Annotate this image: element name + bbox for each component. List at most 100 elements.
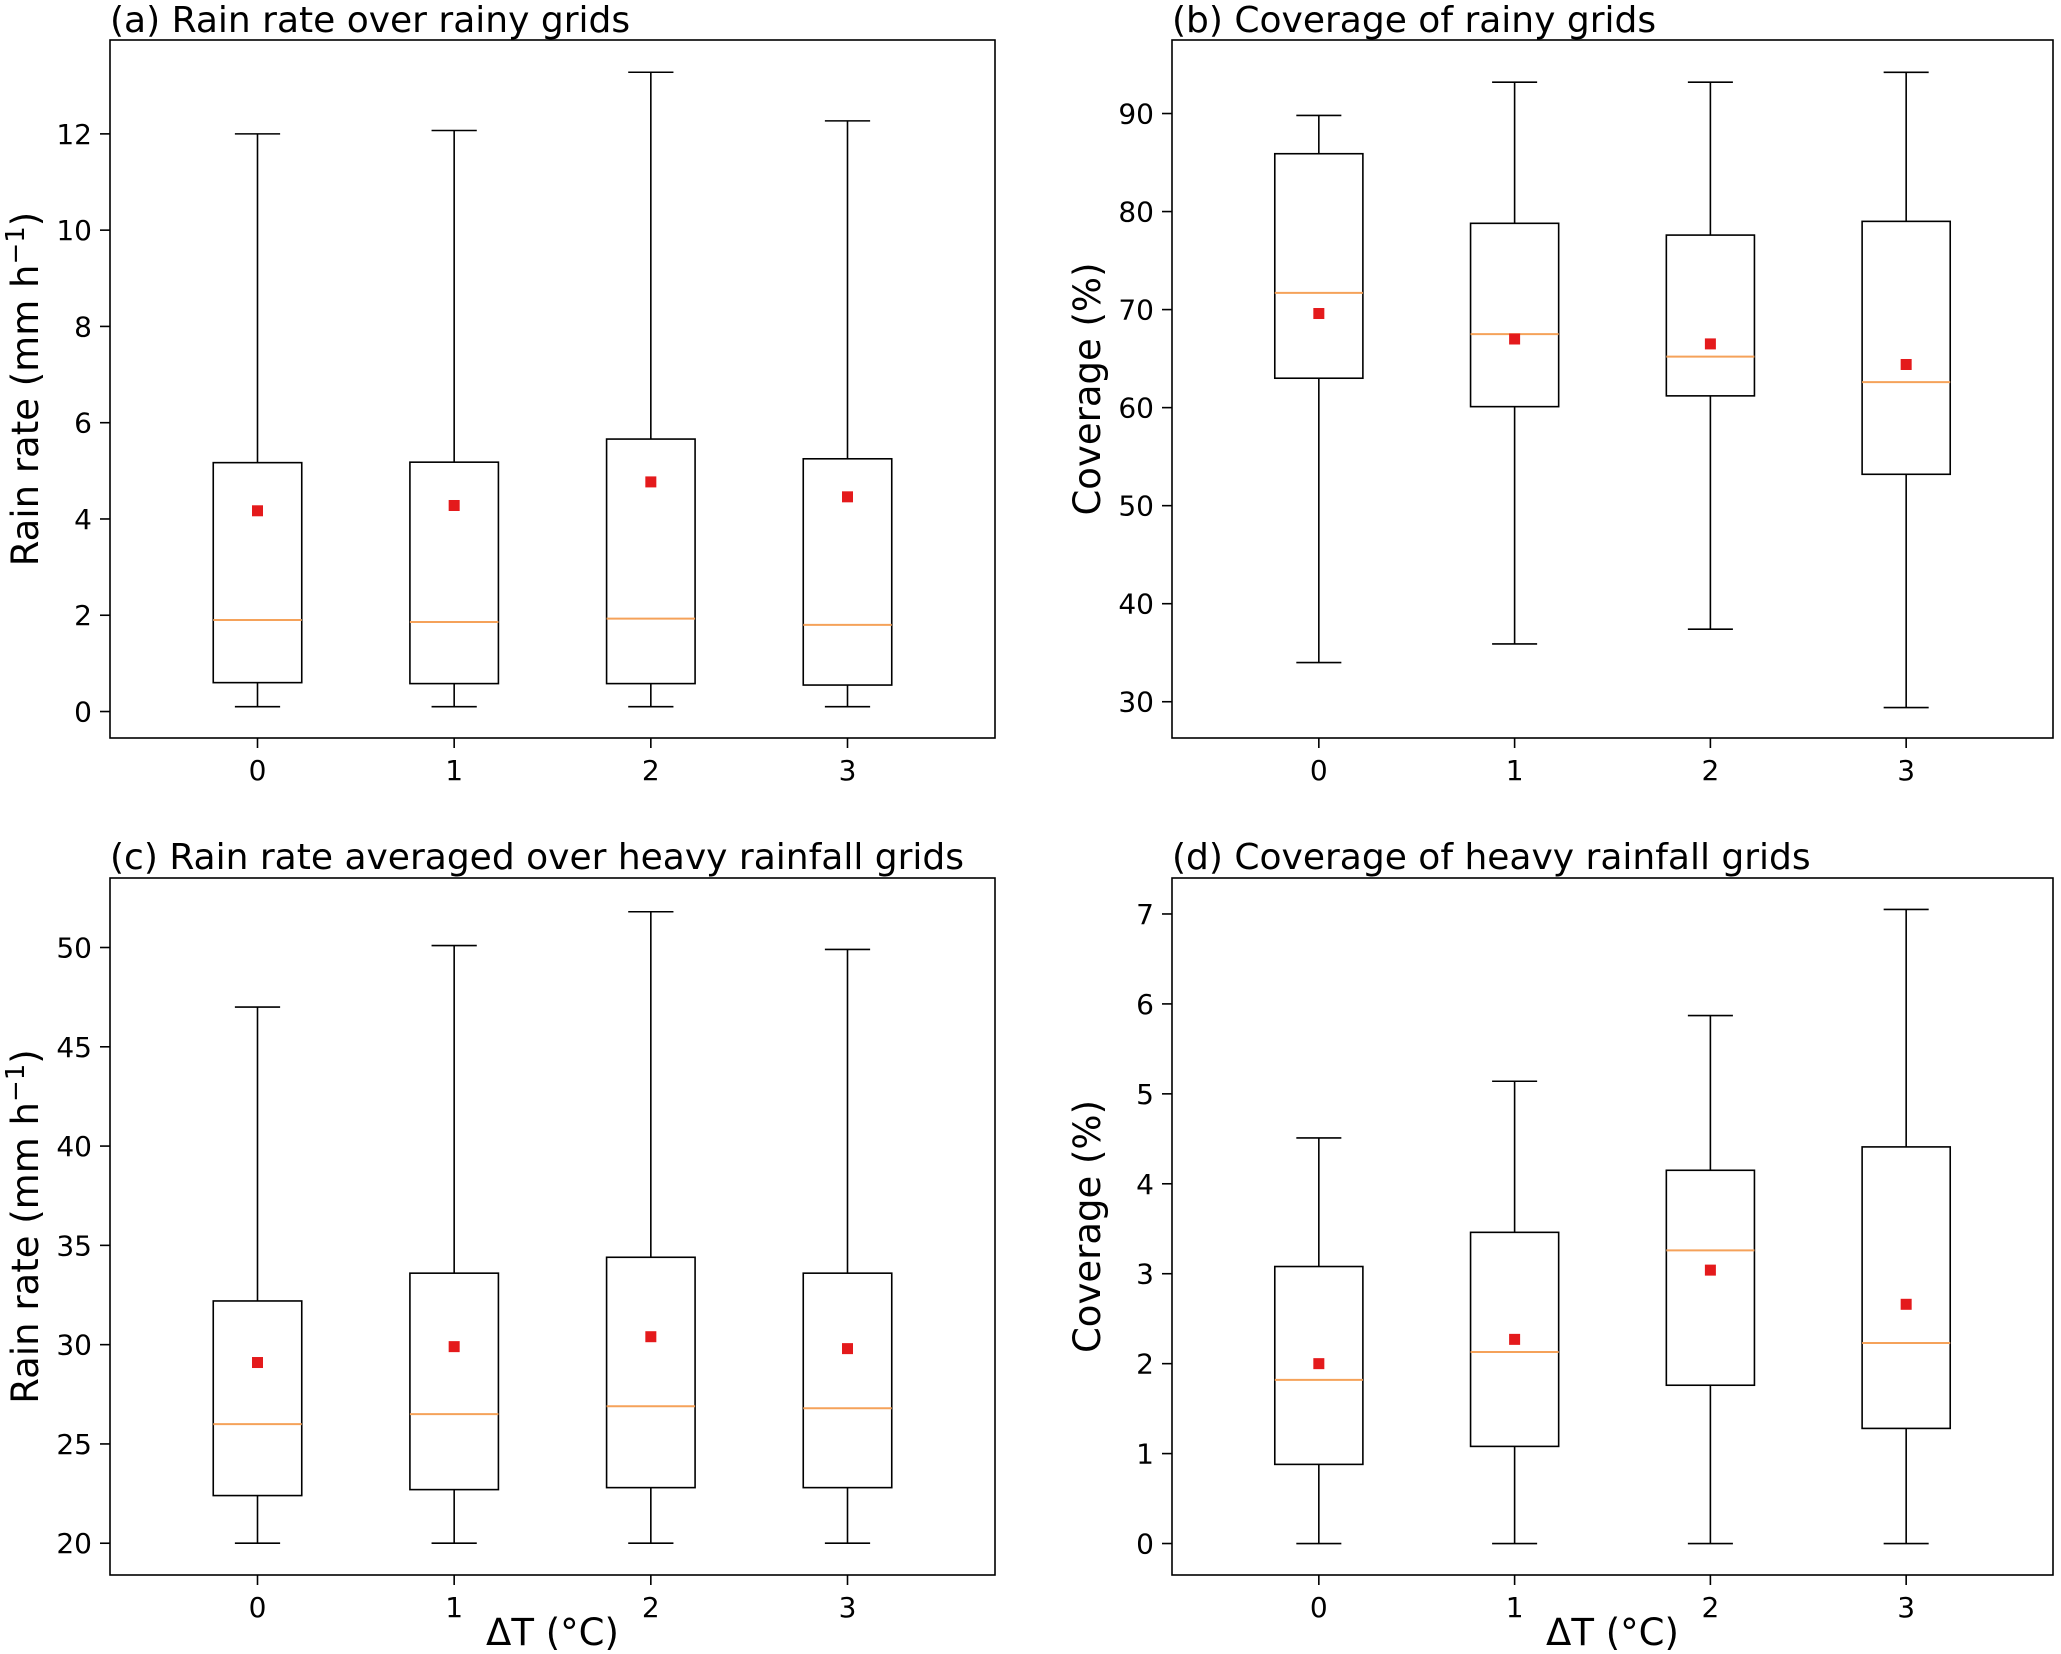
x-tick-label: 3 [839,1591,857,1624]
y-tick-label: 50 [1118,490,1154,523]
x-axis-label: ΔT (°C) [1546,1611,1679,1654]
mean-marker [252,1357,263,1369]
x-tick-label: 1 [1506,1591,1524,1624]
x-tick-label: 3 [1897,1591,1915,1624]
mean-marker [252,505,263,517]
y-tick-label: 60 [1118,392,1154,425]
iqr-box [605,1256,696,1489]
y-tick-label: 7 [1136,898,1154,931]
x-tick-label: 0 [1310,754,1328,787]
mean-marker [448,1341,460,1353]
plot-frame [1171,39,2054,739]
box-3 [1861,908,1952,1545]
x-tick-label: 1 [445,754,463,787]
iqr-box [1861,1146,1952,1430]
panel-title: (b) Coverage of rainy grids [1172,0,1656,41]
x-axis-label: ΔT (°C) [486,1611,619,1654]
box-1 [409,129,500,708]
iqr-box [802,1272,893,1489]
iqr-box [409,461,500,685]
y-tick-label: 20 [56,1527,92,1560]
y-axis-label: Coverage (%) [1066,262,1109,515]
box-0 [1273,1137,1364,1545]
mean-marker [1313,1358,1325,1370]
mean-marker [1313,308,1325,320]
x-tick-label: 0 [249,1591,267,1624]
box-0 [212,133,303,708]
x-tick-label: 3 [1897,754,1915,787]
iqr-box [1469,1231,1560,1448]
iqr-box [1469,222,1560,408]
plot-frame [109,877,996,1576]
y-tick-label: 2 [1136,1348,1154,1381]
iqr-box [212,1300,303,1497]
x-tick-label: 2 [1701,1591,1719,1624]
y-axis-label: Rain rate (mm h−1) [1,212,47,566]
y-tick-label: 4 [74,503,92,536]
y-tick-label: 25 [56,1428,92,1461]
mean-marker [1704,338,1716,350]
iqr-box [1273,1265,1364,1466]
x-tick-label: 0 [1310,1591,1328,1624]
y-tick-label: 4 [1136,1168,1154,1201]
mean-marker [1900,1298,1912,1310]
y-tick-label: 6 [74,407,92,440]
x-tick-label: 1 [445,1591,463,1624]
box-2 [1665,81,1756,630]
y-tick-label: 30 [56,1329,92,1362]
box-3 [802,948,893,1545]
mean-marker [1509,333,1521,345]
x-tick-label: 3 [839,754,857,787]
mean-marker [1900,358,1912,370]
box-0 [1273,114,1364,664]
box-1 [1469,81,1560,645]
x-tick-label: 2 [642,1591,660,1624]
iqr-box [802,457,893,686]
y-tick-label: 40 [1118,588,1154,621]
y-tick-label: 45 [56,1031,92,1064]
y-tick-label: 0 [74,696,92,729]
y-axis-label: Coverage (%) [1066,1100,1109,1353]
iqr-box [1665,234,1756,397]
plot-frame [1171,877,2054,1576]
y-tick-label: 12 [56,118,92,151]
panel-title: (a) Rain rate over rainy grids [110,0,630,41]
y-tick-label: 3 [1136,1258,1154,1291]
panel-4: (d) Coverage of heavy rainfall grids 0 1 2 3… [1066,837,2054,1654]
mean-marker [645,476,657,488]
y-tick-label: 6 [1136,988,1154,1021]
y-tick-label: 40 [56,1130,92,1163]
y-tick-label: 80 [1118,196,1154,229]
y-tick-label: 30 [1118,686,1154,719]
iqr-box [409,1272,500,1491]
y-tick-label: 10 [56,214,92,247]
y-tick-label: 50 [56,932,92,965]
box-2 [605,71,696,708]
y-tick-label: 90 [1118,98,1154,131]
plot-frame [109,39,996,739]
iqr-box [605,438,696,685]
x-tick-label: 2 [1701,754,1719,787]
box-0 [212,1006,303,1545]
panel-1: (a) Rain rate over rainy grids0246810120… [1,0,996,787]
y-tick-label: 0 [1136,1528,1154,1561]
mean-marker [842,491,853,503]
iqr-box [1861,220,1952,476]
panel-title: (c) Rain rate averaged over heavy rainfa… [110,837,964,878]
box-1 [409,944,500,1545]
iqr-box [1665,1169,1756,1387]
y-tick-label: 1 [1136,1438,1154,1471]
mean-marker [448,499,460,511]
iqr-box [1273,152,1364,380]
x-tick-label: 0 [249,754,267,787]
mean-marker [1704,1264,1716,1276]
mean-marker [645,1331,657,1343]
y-tick-label: 70 [1118,294,1154,327]
panel-2: (b) Coverage of rainy grids3040506070809… [1066,0,2054,787]
box-2 [1665,1014,1756,1545]
x-tick-label: 2 [642,754,660,787]
panel-title: (d) Coverage of heavy rainfall grids [1172,837,1811,878]
y-tick-label: 2 [74,599,92,632]
y-axis-label: Rain rate (mm h−1) [1,1049,47,1403]
